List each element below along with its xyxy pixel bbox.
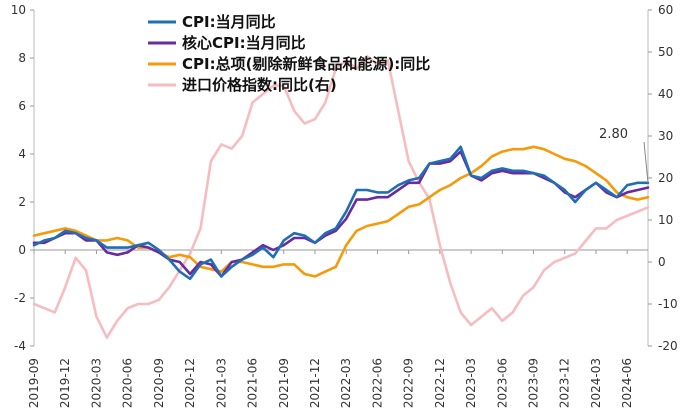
y-tick-label: 10 xyxy=(11,3,26,17)
y-right-tick-label: 40 xyxy=(658,87,673,101)
legend-label: 进口价格指数:同比(右) xyxy=(182,76,337,94)
x-tick-label: 2019-12 xyxy=(58,358,72,408)
y-tick-label: 6 xyxy=(18,99,26,113)
y-right-tick-label: 60 xyxy=(658,3,673,17)
x-tick-label: 2021-12 xyxy=(308,358,322,408)
y-right-tick-label: -20 xyxy=(658,339,678,353)
x-tick-label: 2023-06 xyxy=(495,358,509,408)
y-tick-label: 0 xyxy=(18,243,26,257)
series-line-2 xyxy=(32,145,650,278)
y-right-tick-label: 50 xyxy=(658,45,673,59)
y-right-tick-label: 30 xyxy=(658,129,673,143)
x-tick-label: 2024-06 xyxy=(620,358,634,408)
x-tick-label: 2022-12 xyxy=(433,358,447,408)
y-tick-label: 2 xyxy=(18,195,26,209)
y-right-tick-label: 20 xyxy=(658,171,673,185)
x-tick-label: 2020-03 xyxy=(89,358,103,408)
y-right-tick-label: 10 xyxy=(658,213,673,227)
x-tick-label: 2023-03 xyxy=(464,358,478,408)
x-tick-label: 2022-03 xyxy=(339,358,353,408)
legend-label: CPI:总项(剔除新鲜食品和能源):同比 xyxy=(182,55,430,73)
x-tick-label: 2023-12 xyxy=(558,358,572,408)
y-tick-label: -4 xyxy=(14,339,26,353)
series-line-3 xyxy=(32,54,650,339)
y-tick-label: -2 xyxy=(14,291,26,305)
x-tick-label: 2021-06 xyxy=(246,358,260,408)
y-right-tick-label: 0 xyxy=(658,255,666,269)
x-tick-label: 2020-12 xyxy=(183,358,197,408)
x-tick-label: 2022-06 xyxy=(370,358,384,408)
annotation-leader xyxy=(643,141,649,183)
x-tick-label: 2023-09 xyxy=(527,358,541,408)
x-tick-label: 2019-09 xyxy=(27,358,41,408)
x-tick-label: 2024-03 xyxy=(589,358,603,408)
x-tick-label: 2022-09 xyxy=(402,358,416,408)
y-right-tick-label: -10 xyxy=(658,297,678,311)
x-tick-label: 2020-06 xyxy=(121,358,135,408)
y-tick-label: 4 xyxy=(18,147,26,161)
series-line-0 xyxy=(32,145,650,281)
y-tick-label: 8 xyxy=(18,51,26,65)
legend-label: CPI:当月同比 xyxy=(182,13,276,31)
x-tick-label: 2021-03 xyxy=(214,358,228,408)
annotation-label: 2.80 xyxy=(599,127,628,142)
x-tick-label: 2020-09 xyxy=(152,358,166,408)
x-tick-label: 2021-09 xyxy=(277,358,291,408)
legend-label: 核心CPI:当月同比 xyxy=(182,34,306,52)
